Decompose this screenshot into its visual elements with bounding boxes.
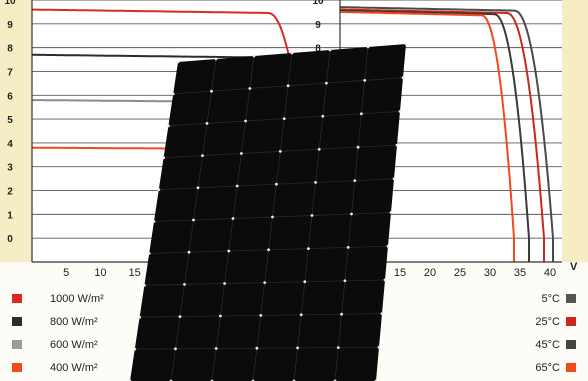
legend-right-item: 45°C xyxy=(516,338,576,352)
left-chart-y-tick-2: 2 xyxy=(7,187,13,198)
legend-left-item: 400 W/m² xyxy=(12,361,122,375)
right-chart-series-line-1 xyxy=(339,8,545,262)
right-chart-x-tick-30: 30 xyxy=(484,267,496,279)
right-chart-x-tick-40: 40 xyxy=(544,267,556,279)
legend-swatch xyxy=(12,317,22,326)
right-chart-x-tick-25: 25 xyxy=(454,267,466,279)
legend-swatch xyxy=(12,340,22,349)
left-chart-y-tick-4: 4 xyxy=(7,139,13,150)
legend-swatch xyxy=(566,340,576,349)
right-chart-series-line-2 xyxy=(339,9,530,262)
legend-left-item: 800 W/m² xyxy=(12,315,122,329)
left-chart-y-tick-10: 10 xyxy=(4,0,16,7)
right-chart-x-tick-15: 15 xyxy=(394,267,406,279)
legend-label: 45°C xyxy=(535,339,560,351)
left-chart-y-tick-7: 7 xyxy=(7,67,13,78)
right-chart-y-tick-10: 10 xyxy=(312,0,324,7)
legend-right-item: 65°C xyxy=(516,361,576,375)
left-chart-y-tick-labels: 0 1 2 3 4 5 6 7 8 9 10 xyxy=(4,0,16,245)
right-chart-y-tick-8: 8 xyxy=(315,44,321,55)
legend-label: 600 W/m² xyxy=(50,339,98,351)
left-chart-y-tick-1: 1 xyxy=(7,210,13,221)
right-chart-series-line-0 xyxy=(339,6,554,262)
legend-left-item: 1000 W/m² xyxy=(12,292,122,306)
legend-label: 400 W/m² xyxy=(50,362,98,374)
left-chart-y-tick-5: 5 xyxy=(7,115,13,126)
right-chart-series xyxy=(339,6,554,262)
left-chart-x-tick-15: 15 xyxy=(129,267,141,279)
left-chart-x-tick-10: 10 xyxy=(94,267,106,279)
left-chart-y-tick-0: 0 xyxy=(7,234,13,245)
solar-panel xyxy=(128,42,408,381)
left-chart-y-tick-8: 8 xyxy=(7,44,13,55)
legend-label: 25°C xyxy=(535,316,560,328)
right-chart-x-tick-35: 35 xyxy=(514,267,526,279)
left-chart-series-line-0 xyxy=(31,8,314,262)
legend-left-item: 600 W/m² xyxy=(12,338,122,352)
right-chart-series-line-3 xyxy=(340,10,515,262)
legend-label: 1000 W/m² xyxy=(50,293,104,305)
legend-label: 65°C xyxy=(535,362,560,374)
legend-label: 800 W/m² xyxy=(50,316,98,328)
right-chart-x-axis-label: V xyxy=(570,261,578,273)
legend-label: 5°C xyxy=(541,293,560,305)
right-chart-y-tick-9: 9 xyxy=(315,20,321,31)
left-chart-x-tick-5: 5 xyxy=(63,267,69,279)
left-chart-y-tick-6: 6 xyxy=(7,91,13,102)
left-chart-y-tick-9: 9 xyxy=(7,20,13,31)
legend-swatch xyxy=(12,363,22,372)
legend-swatch xyxy=(566,317,576,326)
legend-swatch xyxy=(566,294,576,303)
right-chart-x-tick-20: 20 xyxy=(424,267,436,279)
legend-right-item: 25°C xyxy=(516,315,576,329)
left-chart-y-tick-3: 3 xyxy=(7,163,13,174)
legend-right-item: 5°C xyxy=(516,292,576,306)
legend-swatch xyxy=(12,294,22,303)
legend-swatch xyxy=(566,363,576,372)
